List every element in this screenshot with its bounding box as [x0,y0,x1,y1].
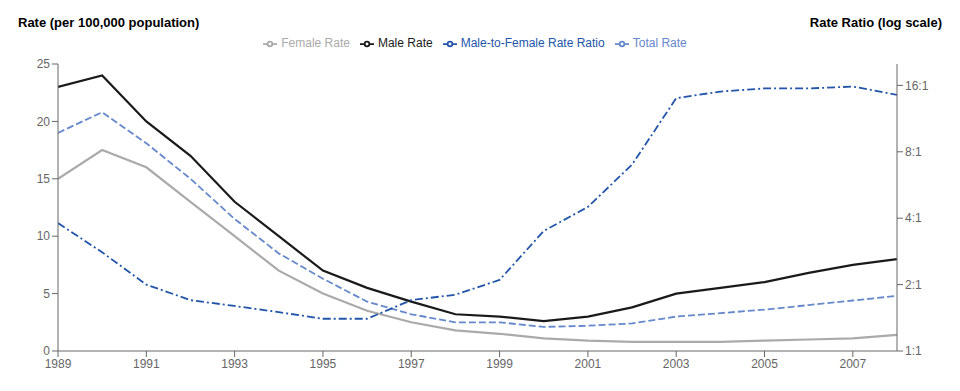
svg-text:1995: 1995 [310,357,337,371]
svg-text:1989: 1989 [45,357,72,371]
html-text:Male Rate: Male Rate [378,36,433,50]
svg-text:2003: 2003 [663,357,690,371]
html-text:Rate (per 100,000 population): Rate (per 100,000 population) [18,15,200,30]
svg-text:8:1: 8:1 [905,145,922,159]
svg-text:5: 5 [43,287,50,301]
svg-text:25: 25 [37,57,51,71]
svg-text:1991: 1991 [133,357,160,371]
svg-text:0: 0 [43,344,50,358]
svg-text:15: 15 [37,172,51,186]
svg-text:1:1: 1:1 [905,344,922,358]
html-text:Rate Ratio (log scale): Rate Ratio (log scale) [809,15,942,30]
html-text:Female Rate: Female Rate [281,36,350,50]
svg-text:2:1: 2:1 [905,278,922,292]
html-text:Male-to-Female Rate Ratio: Male-to-Female Rate Ratio [460,36,605,50]
svg-text:20: 20 [37,115,51,129]
svg-text:1993: 1993 [221,357,248,371]
html-text:Total Rate: Total Rate [632,36,687,50]
svg-text:2001: 2001 [575,357,602,371]
svg-text:1999: 1999 [486,357,513,371]
svg-text:2007: 2007 [839,357,866,371]
svg-text:10: 10 [37,229,51,243]
svg-text:4:1: 4:1 [905,211,922,225]
svg-text:2005: 2005 [751,357,778,371]
svg-text:1997: 1997 [398,357,425,371]
svg-text:16:1: 16:1 [905,79,929,93]
